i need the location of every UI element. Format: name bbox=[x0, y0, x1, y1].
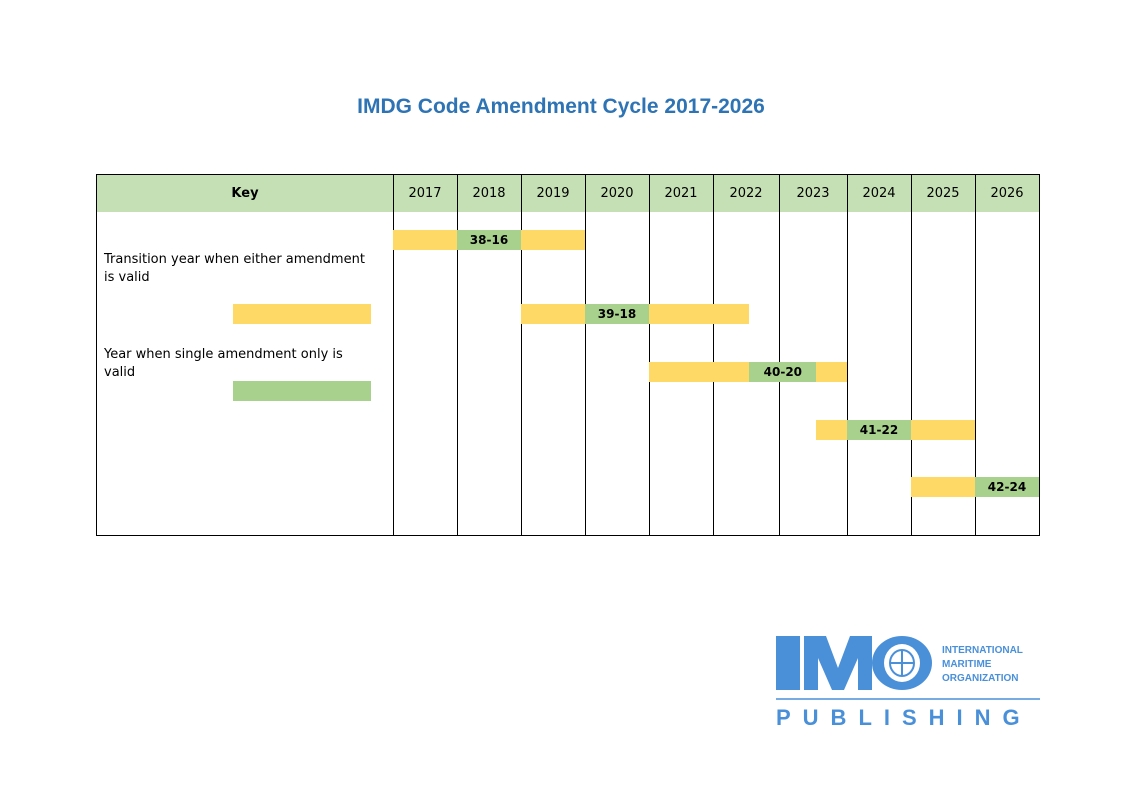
transition-bar-after-39-18 bbox=[649, 304, 750, 324]
year-header-2024: 2024 bbox=[862, 186, 896, 201]
imo-publishing-logo: INTERNATIONAL MARITIME ORGANIZATION PUBL… bbox=[776, 636, 1044, 730]
year-header-2025: 2025 bbox=[926, 186, 960, 201]
page-title: IMDG Code Amendment Cycle 2017-2026 bbox=[357, 95, 765, 118]
column-divider bbox=[975, 175, 976, 535]
single-bar-40-20 bbox=[749, 362, 817, 382]
amendment-label-42-24: 42-24 bbox=[987, 480, 1027, 494]
logo-line2: MARITIME bbox=[942, 659, 992, 670]
year-header-2017: 2017 bbox=[408, 186, 442, 201]
key-single-swatch bbox=[233, 381, 371, 401]
key-single-label: Year when single amendment only is valid bbox=[104, 347, 343, 380]
column-divider bbox=[393, 175, 394, 535]
amendment-label-41-22: 41-22 bbox=[859, 423, 899, 437]
year-header-2018: 2018 bbox=[472, 186, 506, 201]
amendment-label-38-16: 38-16 bbox=[469, 233, 509, 247]
year-header-2022: 2022 bbox=[729, 186, 763, 201]
year-header-2021: 2021 bbox=[664, 186, 698, 201]
logo-publishing: PUBLISHING bbox=[776, 705, 1032, 728]
key-header: Key bbox=[231, 186, 259, 201]
amendment-label-40-20: 40-20 bbox=[763, 365, 803, 379]
transition-bar-before-39-18 bbox=[521, 304, 585, 324]
transition-bar-before-42-24 bbox=[911, 477, 975, 497]
single-bar-42-24 bbox=[975, 477, 1039, 497]
single-bar-41-22 bbox=[847, 420, 911, 440]
column-divider bbox=[847, 175, 848, 535]
column-divider bbox=[779, 175, 780, 535]
transition-bar-before-40-20 bbox=[649, 362, 750, 382]
logo-line3: ORGANIZATION bbox=[942, 673, 1018, 684]
amendment-label-39-18: 39-18 bbox=[597, 307, 637, 321]
logo-line1: INTERNATIONAL bbox=[942, 645, 1023, 656]
column-divider bbox=[713, 175, 714, 535]
transition-bar-after-40-20 bbox=[816, 362, 847, 382]
year-header-2026: 2026 bbox=[990, 186, 1024, 201]
year-header-2020: 2020 bbox=[600, 186, 634, 201]
column-divider bbox=[457, 175, 458, 535]
column-divider bbox=[1039, 175, 1040, 535]
single-bar-38-16 bbox=[457, 230, 521, 250]
column-divider bbox=[911, 175, 912, 535]
imo-logo-icon: INTERNATIONAL MARITIME ORGANIZATION PUBL… bbox=[776, 636, 1040, 730]
key-transition-label: Transition year when either amendment is… bbox=[104, 252, 365, 285]
year-header-2019: 2019 bbox=[536, 186, 570, 201]
transition-bar-after-41-22 bbox=[911, 420, 975, 440]
header-band bbox=[97, 175, 1039, 212]
year-header-2023: 2023 bbox=[796, 186, 830, 201]
transition-bar-before-38-16 bbox=[393, 230, 457, 250]
transition-bar-before-41-22 bbox=[816, 420, 847, 440]
column-divider bbox=[649, 175, 650, 535]
single-bar-39-18 bbox=[585, 304, 649, 324]
key-transition-swatch bbox=[233, 304, 371, 324]
column-divider bbox=[585, 175, 586, 535]
column-divider bbox=[521, 175, 522, 535]
transition-bar-after-38-16 bbox=[521, 230, 585, 250]
